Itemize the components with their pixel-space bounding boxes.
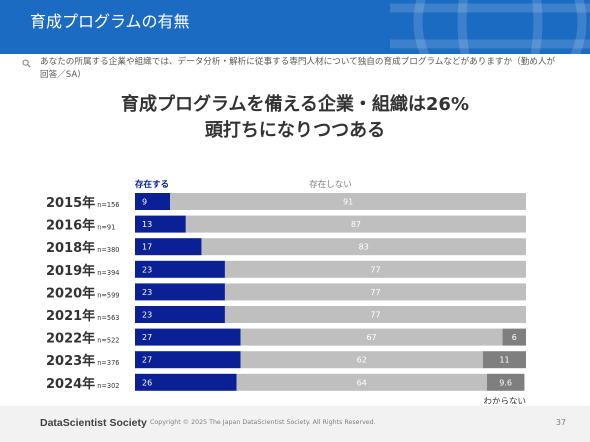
year-label: 2022年 n=522 — [46, 331, 119, 347]
legend-label-not-exists: 存在しない — [309, 179, 352, 190]
search-icon — [22, 59, 31, 68]
data-label: 23 — [142, 311, 152, 320]
data-label: 77 — [370, 288, 380, 297]
data-label: 83 — [359, 243, 369, 252]
data-label: 6 — [512, 333, 517, 342]
year-label: 2023年 n=376 — [46, 353, 119, 369]
data-label: 91 — [343, 198, 353, 207]
year-label: 2024年 n=302 — [46, 376, 119, 392]
data-label: 9.6 — [499, 378, 512, 387]
page-number: 37 — [555, 418, 566, 427]
footer: DataScientist Society Copyright © 2025 T… — [0, 406, 590, 442]
bar-segment — [240, 351, 483, 369]
headline-line-2: 頭打ちになりつつある — [204, 120, 386, 141]
data-label: 13 — [142, 220, 152, 229]
data-label: 27 — [142, 356, 152, 365]
legend-label-exists: 存在する — [134, 179, 169, 190]
data-label: 23 — [142, 288, 152, 297]
bar-segment — [224, 306, 526, 323]
legend-label-unknown: わからない — [483, 397, 526, 404]
bar-segment — [201, 238, 526, 256]
headline: 育成プログラムを備える企業・組織は26% 頭打ちになりつつある — [0, 92, 590, 144]
bar-segment — [135, 328, 241, 346]
bar-segment — [135, 238, 202, 256]
bar-segment — [135, 193, 171, 210]
bar-segment — [224, 260, 526, 278]
footer-copyright: Copyright © 2025 The Japan DataScientist… — [150, 419, 376, 426]
bar-segment — [135, 260, 225, 278]
data-label: 77 — [370, 265, 380, 274]
data-label: 27 — [142, 333, 152, 342]
data-label: 23 — [142, 265, 152, 274]
bar-segment — [135, 215, 186, 233]
year-label: 2016年 n=91 — [46, 218, 115, 234]
headline-line-1: 育成プログラムを備える企業・組織は26% — [120, 94, 469, 115]
bar-segment — [135, 373, 237, 391]
data-label: 67 — [366, 333, 376, 342]
data-label: 64 — [357, 378, 367, 387]
data-label: 62 — [357, 356, 367, 365]
data-label: 26 — [142, 378, 152, 387]
data-label: 9 — [142, 198, 147, 207]
bar-segment — [236, 373, 487, 391]
bar-segment — [185, 215, 526, 233]
bar-segment — [224, 283, 526, 301]
year-label: 2018年 n=380 — [46, 240, 119, 256]
globe-decoration-icon — [390, 0, 590, 54]
footer-logo: DataScientist Society — [40, 417, 147, 429]
data-label: 77 — [370, 311, 380, 320]
bar-segment — [170, 193, 526, 210]
stacked-bar-chart: 存在する 存在しない 2015年 n=156 9 91 2016年 n=91 13 87 2018年… — [46, 179, 526, 404]
data-label: 17 — [142, 243, 152, 252]
page-title: 育成プログラムの有無 — [30, 12, 190, 31]
header-bar: 育成プログラムの有無 — [0, 0, 590, 54]
data-label: 87 — [351, 220, 361, 229]
bar-segment — [486, 373, 525, 391]
year-label: 2019年 n=394 — [46, 263, 119, 279]
bar-segment — [240, 328, 503, 346]
survey-question: あなたの所属する企業や組織では、データ分析・解析に従事する専門人材について独自の… — [40, 57, 556, 80]
bar-segment — [502, 328, 526, 346]
year-label: 2015年 n=156 — [46, 195, 119, 211]
bar-segment — [135, 283, 225, 301]
bar-segment — [135, 306, 225, 323]
year-label: 2020年 n=599 — [46, 285, 119, 301]
bar-segment — [482, 351, 526, 369]
data-label: 11 — [499, 356, 509, 365]
year-label: 2021年 n=563 — [46, 308, 119, 324]
bar-segment — [135, 351, 241, 369]
